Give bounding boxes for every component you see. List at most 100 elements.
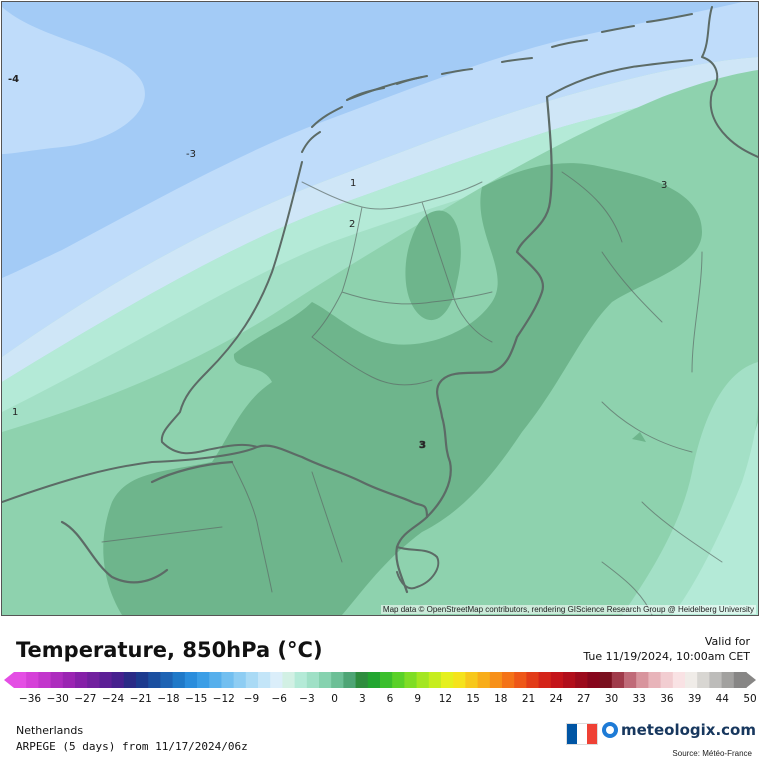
scale-swatch xyxy=(575,672,588,688)
temp-band-0 xyxy=(2,57,758,382)
scale-swatch xyxy=(709,672,723,688)
scale-swatch xyxy=(319,672,332,688)
scale-min-arrow-icon xyxy=(4,672,14,688)
scale-label: −15 xyxy=(185,693,207,705)
scale-label: 24 xyxy=(550,693,564,705)
scale-swatch xyxy=(489,672,503,688)
scale-max-arrow-icon xyxy=(746,672,756,688)
scale-swatch xyxy=(477,672,491,688)
scale-swatch xyxy=(453,672,466,688)
temp-band-2-east-inner xyxy=(622,362,758,615)
wadden-islands xyxy=(301,13,693,153)
scale-swatch xyxy=(660,672,674,688)
scale-swatch xyxy=(14,672,27,688)
scale-swatch xyxy=(611,672,625,688)
valid-time: Tue 11/19/2024, 10:00am CET xyxy=(583,650,750,663)
scale-swatch xyxy=(111,672,125,688)
scale-swatch xyxy=(331,672,344,688)
france-flag-icon xyxy=(566,723,598,745)
scale-swatch xyxy=(258,672,271,688)
color-scale-swatches xyxy=(14,672,747,688)
contour-label-3-east: 3 xyxy=(661,180,667,191)
scale-swatch xyxy=(526,672,540,688)
flag-stripe-red xyxy=(587,724,597,744)
scale-swatch xyxy=(160,672,174,688)
scale-label: 39 xyxy=(688,693,701,705)
contour-label-3-center: 3 xyxy=(419,440,426,451)
scale-swatch xyxy=(416,672,430,688)
scale-label: −24 xyxy=(102,693,124,705)
scale-swatch xyxy=(636,672,649,688)
scale-swatch xyxy=(75,672,88,688)
scale-label: 6 xyxy=(387,693,394,705)
color-scale-labels: −36 −30 −27 −24 −21 −18 −15 −12 −9 −6 −3 0 3 6 9 12 15 18… xyxy=(19,693,757,705)
national-border-lu xyxy=(396,546,440,590)
scale-label: 50 xyxy=(743,693,756,705)
scale-swatch xyxy=(721,672,735,688)
scale-label: 0 xyxy=(331,693,338,705)
temperature-map[interactable]: -4 -3 1 2 1 3 3 Map data © OpenStreetMap… xyxy=(1,1,759,616)
scale-swatch xyxy=(50,672,64,688)
scale-swatch xyxy=(343,672,357,688)
valid-time-block: Valid for Tue 11/19/2024, 10:00am CET xyxy=(583,634,750,664)
scale-swatch xyxy=(282,672,296,688)
scale-swatch xyxy=(136,672,149,688)
scale-swatch xyxy=(697,672,710,688)
scale-label: −12 xyxy=(213,693,235,705)
scale-swatch xyxy=(465,672,479,688)
scale-swatch xyxy=(428,672,442,688)
scale-swatch xyxy=(392,672,405,688)
scale-swatch xyxy=(587,672,601,688)
scale-swatch xyxy=(209,672,222,688)
province-borders xyxy=(101,171,723,615)
scale-swatch xyxy=(685,672,698,688)
scale-swatch xyxy=(62,672,76,688)
scale-label: −3 xyxy=(299,693,314,705)
scale-swatch xyxy=(172,672,186,688)
scale-swatch xyxy=(599,672,613,688)
scale-swatch xyxy=(99,672,113,688)
scale-swatch xyxy=(672,672,686,688)
brand-name: meteologix.com xyxy=(621,721,756,739)
scale-swatch xyxy=(648,672,662,688)
scale-swatch xyxy=(221,672,235,688)
scale-swatch xyxy=(38,672,52,688)
scale-label: 44 xyxy=(716,693,730,705)
scale-swatch xyxy=(733,672,747,688)
scale-swatch xyxy=(550,672,564,688)
temp-band-minus4 xyxy=(2,7,145,154)
map-attribution: Map data © OpenStreetMap contributors, r… xyxy=(380,605,756,614)
temp-band-3-main xyxy=(103,163,703,615)
borders xyxy=(2,6,758,615)
brand-logo[interactable]: meteologix.com xyxy=(602,721,756,739)
german-coast xyxy=(546,6,758,158)
contour-label-minus3: -3 xyxy=(186,149,196,160)
scale-swatch xyxy=(294,672,308,688)
scale-swatch xyxy=(563,672,576,688)
scale-swatch xyxy=(380,672,393,688)
scale-swatch xyxy=(502,672,515,688)
scale-swatch xyxy=(123,672,137,688)
scale-swatch xyxy=(624,672,637,688)
flag-stripe-white xyxy=(577,724,587,744)
scale-label: 3 xyxy=(359,693,366,705)
scale-label: 27 xyxy=(577,693,590,705)
scale-label: −36 xyxy=(19,693,41,705)
contour-label-minus4: -4 xyxy=(8,74,19,85)
contour-label-1-west: 1 xyxy=(12,407,18,418)
scale-swatch xyxy=(270,672,283,688)
scale-swatch xyxy=(367,672,381,688)
scale-label: 18 xyxy=(494,693,507,705)
map-canvas: -4 -3 1 2 1 3 3 xyxy=(2,2,758,615)
color-scale: −36 −30 −27 −24 −21 −18 −15 −12 −9 −6 −3 0 3 6 9 12 15 18… xyxy=(4,672,757,705)
scale-label: −6 xyxy=(271,693,287,705)
scale-swatch xyxy=(184,672,198,688)
scale-label: 15 xyxy=(466,693,479,705)
scale-label: −27 xyxy=(74,693,96,705)
contour-label-2: 2 xyxy=(349,219,355,230)
data-source: Source: Météo-France xyxy=(672,749,752,758)
map-title: Temperature, 850hPa (°C) xyxy=(16,638,323,662)
flag-stripe-blue xyxy=(567,724,577,744)
scale-swatch xyxy=(26,672,39,688)
